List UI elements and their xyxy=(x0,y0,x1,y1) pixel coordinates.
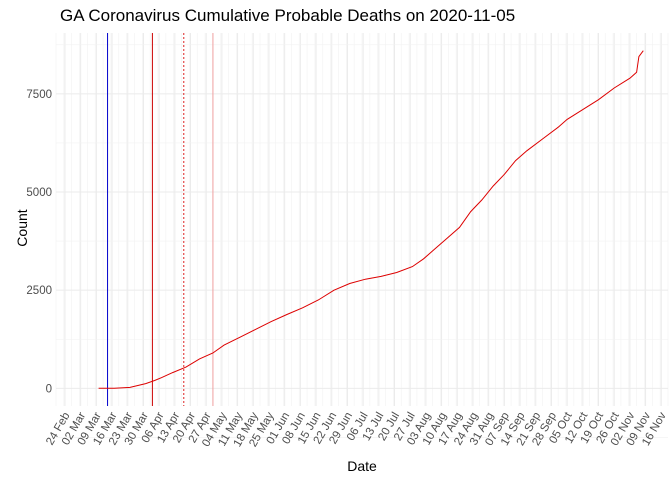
y-tick-label: 2500 xyxy=(26,285,52,297)
y-tick-label: 7500 xyxy=(26,89,52,101)
x-axis-title: Date xyxy=(347,458,377,474)
y-tick-label: 5000 xyxy=(26,187,52,199)
y-tick-label: 0 xyxy=(46,383,52,395)
y-axis-title: Count xyxy=(14,209,30,247)
series-line xyxy=(98,50,644,389)
chart-title: GA Coronavirus Cumulative Probable Death… xyxy=(60,6,516,25)
